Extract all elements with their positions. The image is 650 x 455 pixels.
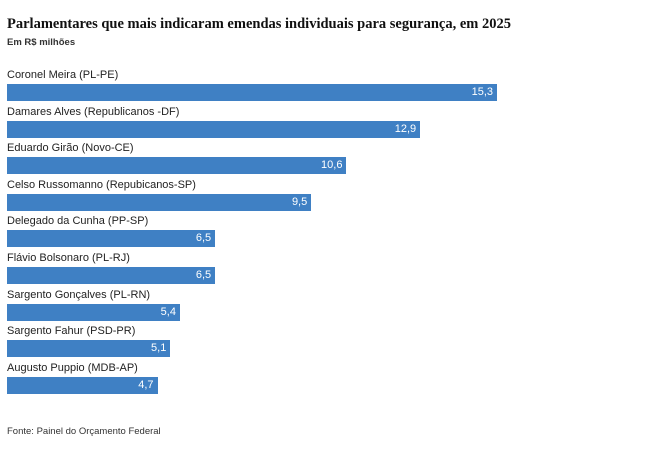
bar-category-label: Damares Alves (Republicanos -DF): [7, 105, 180, 118]
bar: 12,9: [7, 120, 421, 138]
bar-category-label: Delegado da Cunha (PP-SP): [7, 215, 149, 228]
bar-value-label: 9,5: [291, 195, 308, 208]
chart-title: Parlamentares que mais indicaram emendas…: [7, 16, 512, 32]
bar-category-label: Eduardo Girão (Novo-CE): [7, 142, 134, 155]
bar: 4,7: [7, 376, 158, 394]
bar-value-label: 5,1: [151, 342, 167, 355]
bar-row: Augusto Puppio (MDB-AP) 4,7: [7, 361, 607, 397]
bar-value-label: 15,3: [471, 86, 493, 98]
bar: 15,3: [7, 84, 497, 101]
bar: 6,5: [7, 230, 216, 248]
bar-row: Sargento Gonçalves (PL-RN) 5,4: [7, 288, 607, 324]
bar-category-label: Flávio Bolsonaro (PL-RJ): [7, 252, 130, 264]
source-note: Fonte: Painel do Orçamento Federal: [7, 426, 161, 437]
bar-row: Sargento Fahur (PSD-PR) 5,1: [7, 324, 607, 360]
bar: 5,4: [7, 303, 180, 321]
bar-row: Eduardo Girão (Novo-CE) 10,6: [7, 141, 607, 177]
bar-row: Delegado da Cunha (PP-SP) 6,5: [7, 214, 607, 250]
bar-row: Flávio Bolsonaro (PL-RJ) 6,5: [7, 251, 607, 287]
bar-row: Coronel Meira (PL-PE) 15,3: [7, 68, 607, 104]
bar: 10,6: [7, 157, 347, 175]
bar: 6,5: [7, 267, 216, 284]
bar-value-label: 6,5: [195, 232, 212, 245]
bar-category-label: Sargento Gonçalves (PL-RN): [7, 288, 151, 301]
bar-value-label: 4,7: [138, 378, 154, 391]
bar: 9,5: [7, 193, 312, 211]
bar-value-label: 12,9: [394, 122, 417, 135]
chart-subtitle: Em R$ milhões: [7, 37, 76, 48]
bar-value-label: 6,5: [195, 269, 212, 281]
bar-value-label: 10,6: [321, 159, 343, 172]
bar-row: Damares Alves (Republicanos -DF) 12,9: [7, 105, 607, 141]
bar-category-label: Augusto Puppio (MDB-AP): [7, 361, 138, 374]
bar-row: Celso Russomanno (Repubicanos-SP) 9,5: [7, 178, 607, 214]
bar-value-label: 5,4: [160, 305, 176, 318]
bar: 5,1: [7, 340, 171, 358]
bar-category-label: Celso Russomanno (Repubicanos-SP): [7, 178, 196, 191]
bar-category-label: Coronel Meira (PL-PE): [7, 69, 119, 81]
bar-category-label: Sargento Fahur (PSD-PR): [7, 325, 136, 338]
